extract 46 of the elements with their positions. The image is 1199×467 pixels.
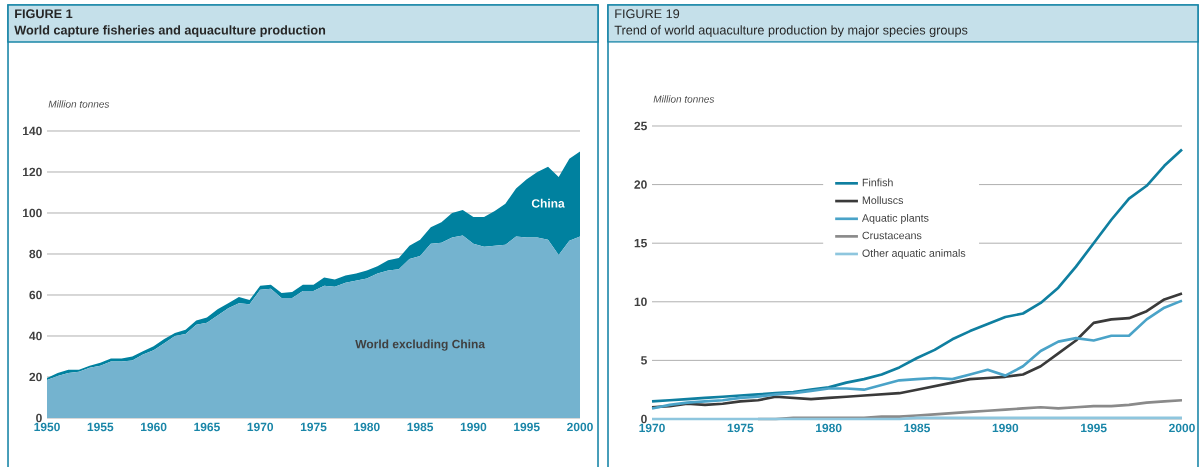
x-tick-label: 1995 bbox=[514, 422, 540, 432]
x-tick-label: 1980 bbox=[354, 422, 380, 432]
chart-title: FIGURE 1 bbox=[15, 9, 73, 19]
series-label: China bbox=[531, 198, 565, 208]
x-tick-label: 2000 bbox=[567, 422, 593, 432]
x-tick-label: 1950 bbox=[34, 422, 60, 432]
y-tick-label: 20 bbox=[29, 372, 42, 382]
legend-label: Crustaceans bbox=[862, 231, 922, 240]
legend-label: Finfish bbox=[862, 178, 893, 187]
x-tick-label: 1965 bbox=[194, 422, 220, 432]
x-tick-label: 1985 bbox=[407, 422, 434, 432]
y-axis-title: Million tonnes bbox=[653, 95, 715, 103]
x-tick-label: 1960 bbox=[141, 422, 167, 432]
chart-title: FIGURE 19 bbox=[615, 9, 680, 19]
x-tick-label: 1990 bbox=[992, 423, 1019, 433]
x-tick-label: 1970 bbox=[639, 423, 665, 433]
y-tick-label: 0 bbox=[36, 413, 42, 423]
x-tick-label: 2000 bbox=[1169, 423, 1195, 433]
y-tick-label: 15 bbox=[634, 239, 647, 248]
x-tick-label: 1985 bbox=[904, 423, 931, 433]
line-series bbox=[650, 148, 1184, 403]
legend-label: Aquatic plants bbox=[861, 213, 929, 224]
y-tick-label: 40 bbox=[29, 331, 42, 341]
y-tick-label: 5 bbox=[641, 356, 647, 365]
y-tick-label: 25 bbox=[634, 121, 647, 131]
chart-subtitle: World capture fisheries and aquaculture production bbox=[14, 25, 326, 38]
x-tick-label: 1980 bbox=[816, 423, 842, 433]
y-tick-label: 100 bbox=[23, 208, 42, 218]
x-tick-label: 1975 bbox=[300, 422, 327, 432]
y-tick-label: 20 bbox=[634, 180, 647, 189]
y-tick-label: 120 bbox=[23, 167, 42, 177]
y-axis-title: Million tonnes bbox=[48, 100, 110, 108]
y-tick-label: 10 bbox=[634, 297, 647, 307]
chart-subtitle: Trend of world aquaculture production by major species groups bbox=[614, 25, 968, 38]
series-label: World excluding China bbox=[355, 339, 486, 351]
x-tick-label: 1995 bbox=[1081, 423, 1107, 433]
legend-label: Molluscs bbox=[862, 196, 904, 205]
legend-label: Other aquatic animals bbox=[862, 249, 966, 260]
y-tick-label: 60 bbox=[29, 290, 42, 300]
x-tick-label: 1970 bbox=[247, 422, 274, 432]
x-tick-label: 1975 bbox=[727, 423, 754, 433]
x-tick-label: 1955 bbox=[87, 422, 114, 432]
y-tick-label: 0 bbox=[641, 414, 647, 424]
y-tick-label: 80 bbox=[29, 249, 42, 259]
y-tick-label: 140 bbox=[23, 126, 42, 136]
x-tick-label: 1990 bbox=[460, 422, 487, 432]
